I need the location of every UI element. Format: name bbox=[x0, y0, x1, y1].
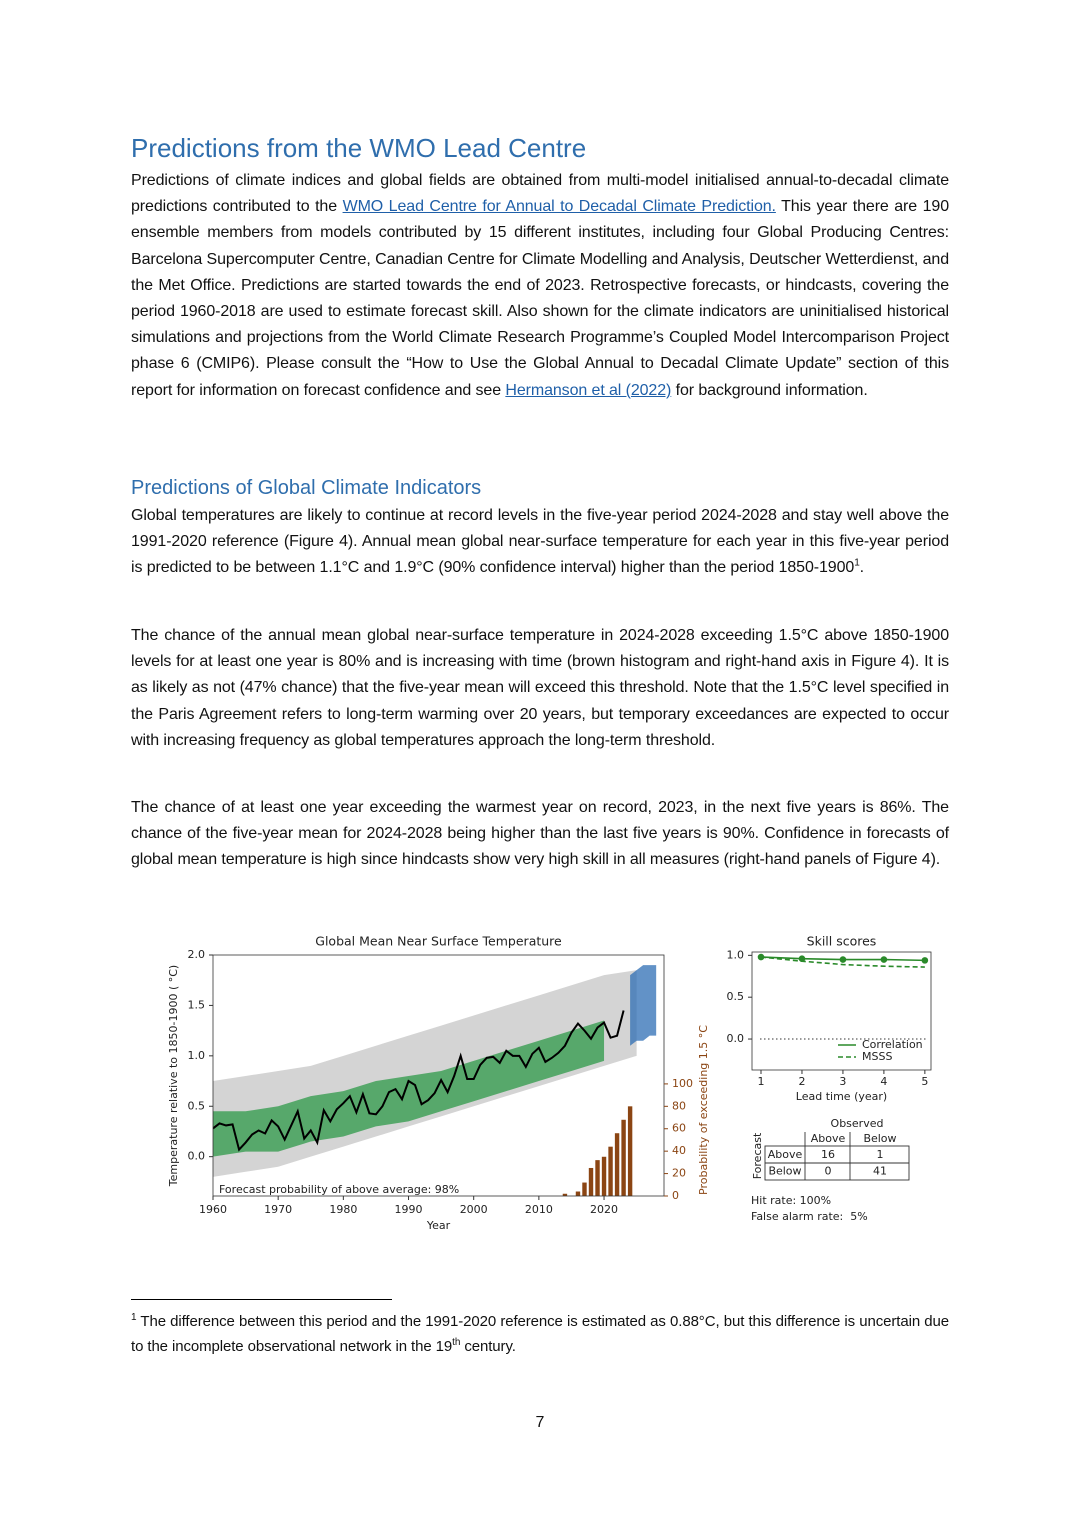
text-run: This year there are 190 ensemble members… bbox=[131, 198, 949, 399]
x-tick-label: 4 bbox=[880, 1075, 887, 1088]
y2-tick-label: 60 bbox=[672, 1122, 686, 1135]
y2-tick-label: 80 bbox=[672, 1099, 686, 1112]
text-run: The chance of the annual mean global nea… bbox=[131, 627, 949, 749]
x-tick-label: 1990 bbox=[395, 1203, 423, 1216]
text-run: Global temperatures are likely to contin… bbox=[131, 507, 949, 577]
bar bbox=[595, 1160, 600, 1196]
bar bbox=[601, 1156, 607, 1196]
superscript: th bbox=[452, 1337, 461, 1348]
y-tick-label: 2.0 bbox=[188, 948, 206, 961]
table-title: Observed bbox=[831, 1117, 884, 1130]
point bbox=[798, 955, 806, 962]
annotation: Forecast probability of above average: 9… bbox=[219, 1183, 459, 1196]
x-tick-label: 2010 bbox=[525, 1203, 553, 1216]
y-tick-label: 0.0 bbox=[188, 1150, 206, 1163]
y-tick-label: 0.5 bbox=[727, 990, 745, 1003]
text-run: century. bbox=[460, 1338, 516, 1355]
y-tick-label: 0.5 bbox=[188, 1099, 206, 1112]
range-band bbox=[630, 965, 657, 1046]
plot-frame bbox=[212, 954, 665, 1197]
x-tick-label: 2020 bbox=[590, 1203, 618, 1216]
text-run: . bbox=[859, 559, 865, 577]
text-run: Predictions of climate indices and globa… bbox=[131, 172, 949, 216]
line bbox=[760, 956, 925, 968]
paragraph: The chance of the annual mean global nea… bbox=[131, 623, 949, 754]
y2-tick-label: 40 bbox=[672, 1144, 686, 1157]
x-axis-label: Year bbox=[426, 1219, 451, 1232]
y2-tick-label: 20 bbox=[672, 1167, 686, 1180]
bar bbox=[575, 1191, 581, 1196]
x-tick-label: 1980 bbox=[329, 1203, 357, 1216]
x-tick-label: 1960 bbox=[199, 1203, 227, 1216]
legend-label: Correlation bbox=[862, 1038, 923, 1051]
point bbox=[757, 953, 765, 961]
table-column-header: Above bbox=[811, 1132, 846, 1145]
y-tick-label: 1.0 bbox=[727, 948, 745, 961]
x-tick-label: 1970 bbox=[264, 1203, 292, 1216]
bar bbox=[608, 1146, 613, 1196]
bar bbox=[582, 1182, 587, 1196]
table-row-header: Forecast bbox=[751, 1132, 764, 1179]
y-tick-label: 0.0 bbox=[727, 1032, 745, 1045]
paragraph: The chance of at least one year exceedin… bbox=[131, 795, 949, 874]
bar bbox=[562, 1193, 568, 1196]
legend-label: MSSS bbox=[862, 1050, 892, 1063]
paragraph: Global temperatures are likely to contin… bbox=[131, 503, 949, 582]
plot-frame bbox=[751, 951, 932, 1071]
y2-tick-label: 100 bbox=[672, 1077, 693, 1090]
chart-title: Skill scores bbox=[807, 934, 877, 949]
x-tick-label: 5 bbox=[921, 1075, 928, 1088]
y2-axis-label: Probability of exceeding 1.5 °C bbox=[697, 1025, 710, 1195]
x-tick-label: 2 bbox=[798, 1075, 805, 1088]
bar bbox=[588, 1167, 594, 1196]
x-tick-label: 2000 bbox=[460, 1203, 488, 1216]
range-band bbox=[213, 1020, 605, 1157]
table-cell: 16 bbox=[821, 1148, 835, 1161]
page-number: 7 bbox=[535, 1414, 545, 1431]
paragraph: Predictions of climate indices and globa… bbox=[131, 168, 949, 404]
x-axis-label: Lead time (year) bbox=[796, 1090, 887, 1103]
x-tick-label: 3 bbox=[839, 1075, 846, 1088]
score-text: False alarm rate: 5% bbox=[751, 1210, 868, 1223]
table-cell: 41 bbox=[873, 1165, 887, 1178]
score-text: Hit rate: 100% bbox=[751, 1194, 831, 1207]
y2-tick-label: 0 bbox=[672, 1189, 679, 1202]
superscript: 1 bbox=[131, 1312, 137, 1323]
table-row-label: Below bbox=[768, 1165, 801, 1178]
point bbox=[880, 956, 888, 963]
table-row-label: Above bbox=[768, 1148, 803, 1161]
point bbox=[921, 957, 929, 964]
y-axis-label: Temperature relative to 1850-1900 ( °C) bbox=[167, 965, 180, 1187]
link[interactable]: WMO Lead Centre for Annual to Decadal Cl… bbox=[342, 198, 776, 216]
table-cell: 0 bbox=[825, 1165, 832, 1178]
point bbox=[839, 956, 847, 963]
line bbox=[213, 1010, 625, 1152]
superscript: 1 bbox=[854, 558, 860, 570]
y-tick-label: 1.5 bbox=[188, 998, 206, 1011]
link[interactable]: Hermanson et al (2022) bbox=[505, 381, 672, 399]
x-tick-label: 1 bbox=[758, 1075, 765, 1088]
table-cell: 1 bbox=[877, 1148, 884, 1161]
heading: Predictions from the WMO Lead Centre bbox=[131, 133, 587, 163]
chart-title: Global Mean Near Surface Temperature bbox=[315, 934, 562, 949]
table-column-header: Below bbox=[863, 1132, 896, 1145]
subheading: Predictions of Global Climate Indicators bbox=[131, 477, 482, 499]
text-run: for background information. bbox=[671, 381, 868, 399]
bar bbox=[614, 1133, 620, 1196]
footnote: 1 The difference between this period and… bbox=[131, 1309, 949, 1359]
text-run: The difference between this period and t… bbox=[131, 1313, 949, 1355]
footnote-rule bbox=[131, 1299, 392, 1300]
bar bbox=[627, 1106, 633, 1196]
bar bbox=[621, 1119, 626, 1196]
y-tick-label: 1.0 bbox=[188, 1049, 206, 1062]
text-run: The chance of at least one year exceedin… bbox=[131, 799, 949, 869]
band-group bbox=[213, 965, 657, 1177]
